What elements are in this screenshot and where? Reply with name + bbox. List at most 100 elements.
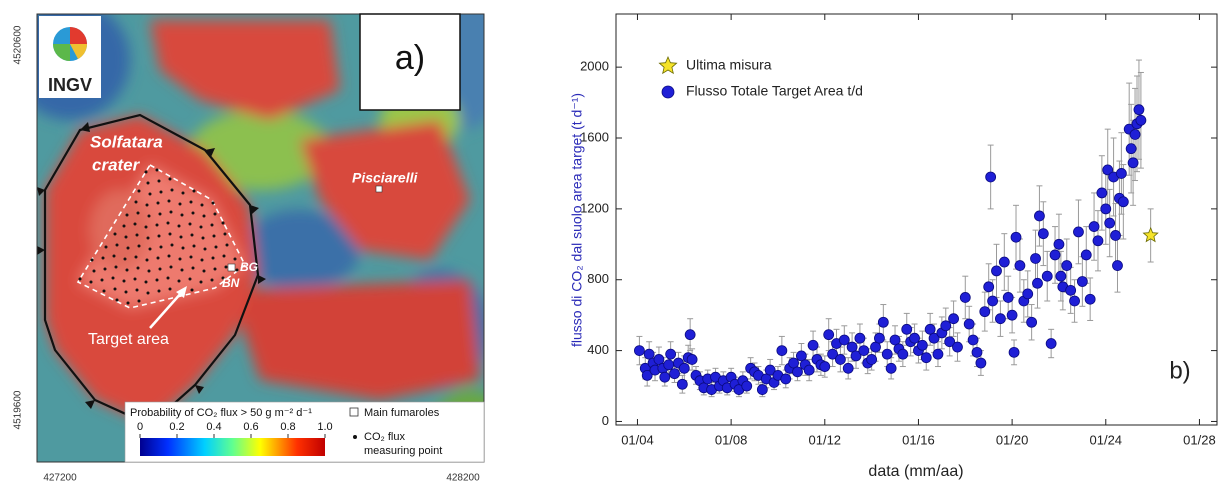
measuring-point — [211, 256, 215, 260]
measuring-point — [190, 288, 194, 292]
point — [634, 345, 645, 356]
point — [678, 362, 690, 374]
point — [1127, 157, 1139, 169]
measuring-point — [144, 225, 148, 229]
point — [1030, 253, 1041, 264]
point — [967, 334, 979, 346]
point — [870, 341, 881, 353]
point — [756, 384, 768, 395]
point — [776, 345, 788, 356]
point — [1117, 196, 1129, 208]
point — [983, 281, 995, 293]
y-tick-label: 1200 — [580, 200, 609, 215]
point — [1073, 226, 1084, 238]
measuring-point — [146, 181, 150, 185]
measuring-point — [137, 244, 141, 248]
measuring-point — [233, 257, 237, 261]
point — [1100, 203, 1112, 215]
point — [764, 364, 776, 376]
point — [874, 332, 885, 344]
point — [641, 369, 653, 381]
colorbar-tick-label: 1.0 — [317, 421, 332, 433]
measuring-point — [137, 299, 141, 303]
point — [909, 332, 920, 344]
measuring-point — [155, 278, 159, 282]
point — [676, 378, 688, 390]
measuring-point — [178, 202, 182, 206]
point — [979, 306, 991, 318]
measuring-point — [189, 200, 193, 204]
measuring-point — [157, 289, 161, 293]
point — [838, 334, 850, 346]
colorbar-tick-label: 0.8 — [280, 421, 295, 433]
measuring-point — [191, 211, 195, 215]
x-tick-label: 01/16 — [902, 432, 935, 447]
measuring-point — [126, 246, 130, 250]
measuring-point — [179, 235, 183, 239]
legend-points: CO₂ flux — [364, 431, 405, 443]
point — [795, 350, 807, 362]
measuring-point — [177, 224, 181, 228]
measuring-point — [190, 233, 194, 237]
crater-label: Solfatara — [90, 132, 163, 151]
x-axis-label: data (mm/aa) — [868, 463, 963, 480]
y-tick-label: 2000 — [580, 59, 609, 74]
point — [846, 341, 858, 353]
vent-label: BN — [222, 276, 240, 290]
measuring-point — [148, 247, 152, 251]
legend-fumaroles: Main fumaroles — [364, 407, 440, 419]
measuring-point — [158, 212, 162, 216]
northing-label: 4519600 — [13, 390, 24, 429]
x-tick-label: 01/12 — [809, 432, 842, 447]
measuring-point — [192, 244, 196, 248]
point — [985, 171, 997, 183]
x-tick-label: 01/24 — [1090, 432, 1123, 447]
point — [807, 339, 819, 351]
star-marker — [1142, 226, 1159, 243]
point — [1041, 270, 1053, 282]
point — [991, 265, 1002, 277]
measuring-point — [214, 245, 218, 249]
colorbar-tick-label: 0.2 — [169, 421, 184, 433]
measuring-point — [221, 276, 225, 280]
point — [1010, 231, 1022, 243]
measuring-point — [181, 246, 185, 250]
measuring-point — [113, 232, 117, 236]
measuring-point — [210, 278, 214, 282]
point — [940, 320, 952, 332]
point — [1135, 114, 1147, 126]
measuring-point — [210, 223, 214, 227]
measuring-point — [212, 234, 216, 238]
measuring-point — [181, 191, 185, 195]
measuring-point — [188, 222, 192, 226]
measuring-point — [122, 224, 126, 228]
colorbar-tick-label: 0 — [137, 421, 143, 433]
vent-label: BG — [240, 260, 258, 274]
point — [924, 323, 936, 335]
measuring-point — [144, 280, 148, 284]
map-legend: Probability of CO₂ flux > 50 g m⁻² d⁻¹ M… — [124, 401, 485, 463]
measuring-point — [213, 267, 217, 271]
measuring-point — [145, 203, 149, 207]
measuring-point — [133, 222, 137, 226]
measuring-point — [222, 254, 226, 258]
measuring-point — [101, 256, 105, 260]
chart-panel: flusso di CO₂ dal suolo area target (t d… — [569, 13, 1218, 480]
map-panel: Solfatara crater Pisciarelli BG BN Targe… — [13, 13, 485, 484]
point — [1069, 295, 1080, 307]
point — [1115, 168, 1127, 179]
measuring-point — [189, 255, 193, 259]
point — [803, 364, 815, 376]
measuring-point — [188, 277, 192, 281]
x-tick-label: 01/20 — [996, 432, 1029, 447]
point — [686, 354, 698, 365]
point — [959, 292, 971, 303]
y-axis-label: flusso di CO₂ dal suolo area target (t d… — [569, 93, 585, 347]
measuring-point — [224, 265, 228, 269]
point — [885, 362, 897, 374]
target-label: Target area — [88, 331, 169, 348]
point — [834, 354, 846, 365]
point — [1008, 346, 1020, 358]
point — [1092, 235, 1104, 247]
